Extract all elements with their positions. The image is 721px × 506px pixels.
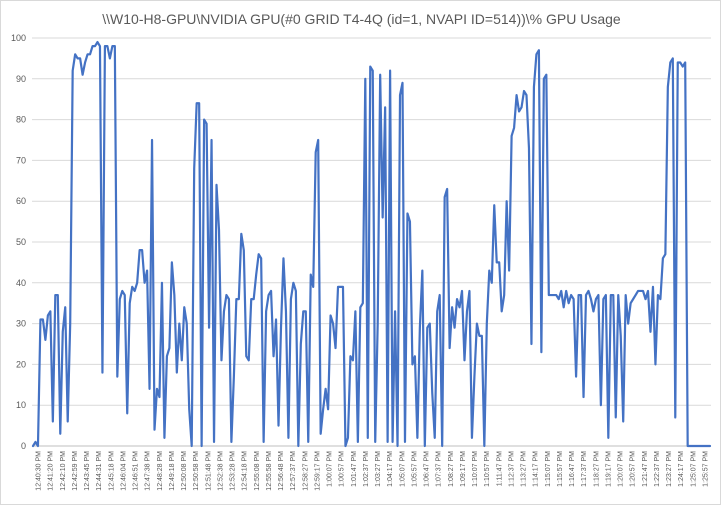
x-tick-label: 12:50:58 PM: [193, 451, 200, 491]
y-tick-label: 50: [16, 237, 26, 247]
x-tick-label: 1:14:17 PM: [533, 451, 540, 487]
y-tick-label: 70: [16, 155, 26, 165]
x-tick-label: 1:25:57 PM: [702, 451, 709, 487]
y-tick-label: 20: [16, 359, 26, 369]
x-tick-label: 12:49:18 PM: [169, 451, 176, 491]
x-tick-label: 12:55:08 PM: [254, 451, 261, 491]
x-tick-label: 1:00:57 PM: [339, 451, 346, 487]
x-tick-label: 12:53:28 PM: [230, 451, 237, 491]
x-tick-label: 1:15:57 PM: [557, 451, 564, 487]
x-tick-label: 1:18:27 PM: [593, 451, 600, 487]
y-tick-label: 10: [16, 400, 26, 410]
x-tick-label: 1:07:37 PM: [436, 451, 443, 487]
x-tick-label: 1:00:07 PM: [327, 451, 334, 487]
x-tick-label: 12:46:51 PM: [133, 451, 140, 491]
x-tick-label: 1:12:37 PM: [508, 451, 515, 487]
y-tick-label: 60: [16, 196, 26, 206]
x-tick-label: 12:46:04 PM: [120, 451, 127, 491]
x-tick-label: 1:20:57 PM: [630, 451, 637, 487]
x-tick-label: 1:08:27 PM: [448, 451, 455, 487]
x-tick-label: 12:44:31 PM: [96, 451, 103, 491]
x-tick-label: 12:54:18 PM: [242, 451, 249, 491]
x-tick-label: 1:06:47 PM: [424, 451, 431, 487]
y-tick-label: 90: [16, 74, 26, 84]
x-tick-label: 1:23:27 PM: [666, 451, 673, 487]
y-tick-label: 30: [16, 319, 26, 329]
x-tick-label: 12:41:20 PM: [48, 451, 55, 491]
x-tick-label: 1:20:07 PM: [618, 451, 625, 487]
x-tick-label: 12:47:38 PM: [145, 451, 152, 491]
x-tick-label: 12:40:30 PM: [36, 451, 43, 491]
x-tick-label: 12:45:18 PM: [108, 451, 115, 491]
y-tick-label: 40: [16, 278, 26, 288]
y-tick-label: 100: [11, 33, 26, 43]
x-tick-label: 12:50:08 PM: [181, 451, 188, 491]
x-tick-label: 12:59:17 PM: [314, 451, 321, 491]
x-tick-label: 1:21:47 PM: [642, 451, 649, 487]
x-tick-label: 1:24:17 PM: [678, 451, 685, 487]
x-tick-label: 1:09:17 PM: [460, 451, 467, 487]
x-tick-label: 1:22:37 PM: [654, 451, 661, 487]
x-tick-label: 12:42:10 PM: [60, 451, 67, 491]
x-tick-label: 12:42:59 PM: [72, 451, 79, 491]
x-tick-label: 1:03:27 PM: [375, 451, 382, 487]
x-tick-label: 1:10:07 PM: [472, 451, 479, 487]
x-tick-label: 12:48:28 PM: [157, 451, 164, 491]
x-tick-label: 1:10:57 PM: [484, 451, 491, 487]
chart-title: \\W10-H8-GPU\NVIDIA GPU(#0 GRID T4-4Q (i…: [102, 11, 621, 27]
x-tick-label: 1:15:07 PM: [545, 451, 552, 487]
x-tick-label: 1:13:27 PM: [521, 451, 528, 487]
x-tick-label: 1:05:07 PM: [399, 451, 406, 487]
y-tick-label: 80: [16, 115, 26, 125]
series-line: [31, 40, 712, 448]
x-tick-label: 1:02:37 PM: [363, 451, 370, 487]
x-tick-label: 1:16:47 PM: [569, 451, 576, 487]
x-tick-label: 12:55:58 PM: [266, 451, 273, 491]
x-tick-label: 1:11:47 PM: [496, 451, 503, 486]
x-tick-label: 12:57:37 PM: [290, 451, 297, 491]
x-tick-label: 12:56:48 PM: [278, 451, 285, 491]
x-tick-label: 12:51:48 PM: [205, 451, 212, 491]
x-tick-label: 1:05:57 PM: [411, 451, 418, 487]
x-tick-label: 1:25:07 PM: [690, 451, 697, 487]
x-tick-label: 1:17:37 PM: [581, 451, 588, 487]
x-tick-label: 1:04:17 PM: [387, 451, 394, 487]
x-tick-label: 12:52:38 PM: [217, 451, 224, 491]
x-tick-label: 1:19:17 PM: [605, 451, 612, 487]
x-tick-label: 12:58:27 PM: [302, 451, 309, 491]
x-tick-label: 12:43:45 PM: [84, 451, 91, 491]
x-tick-label: 1:01:47 PM: [351, 451, 358, 487]
y-tick-label: 0: [21, 441, 26, 451]
